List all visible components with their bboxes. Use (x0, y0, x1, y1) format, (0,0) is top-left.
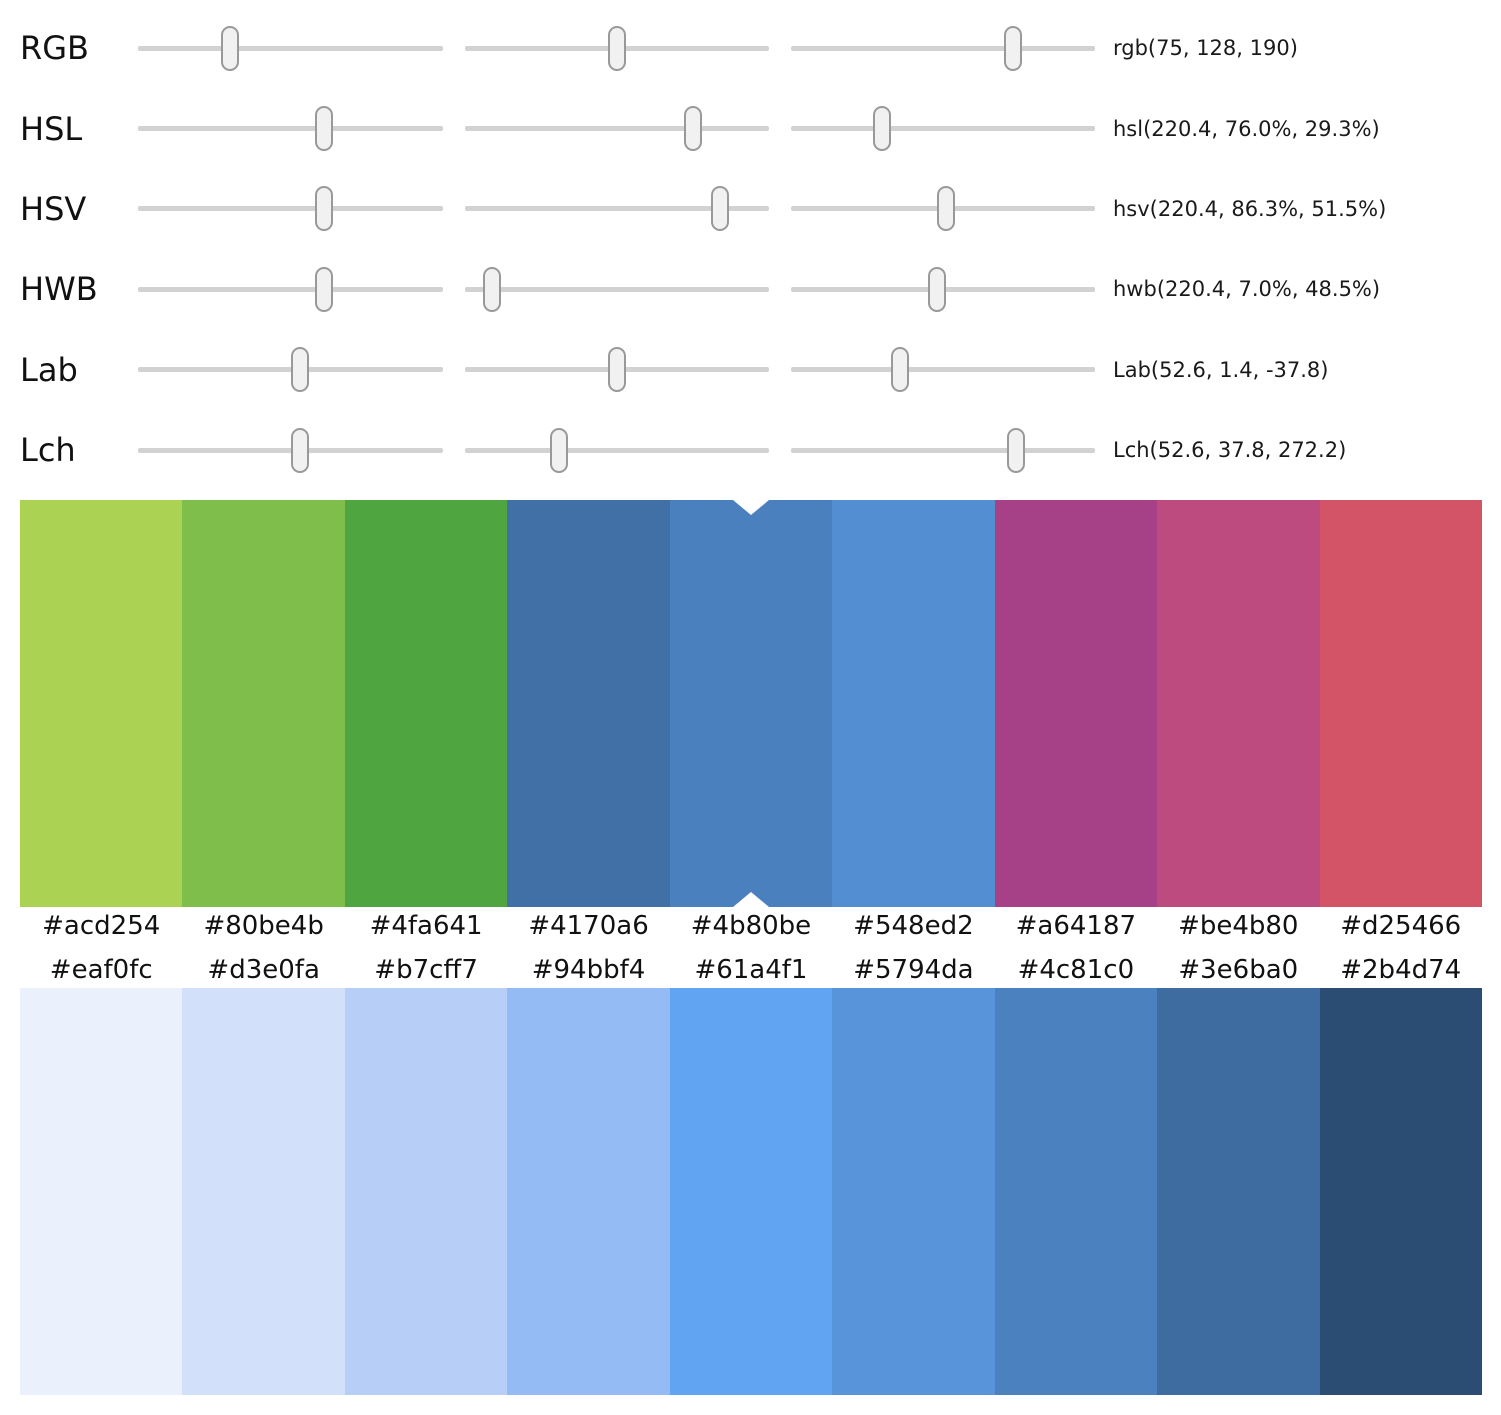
slider-thumb-channel-1[interactable] (290, 347, 309, 393)
slider-thumb-channel-3[interactable] (937, 186, 956, 232)
slider-thumb-channel-3[interactable] (873, 106, 892, 152)
hex-code-label: #94bbf4 (531, 955, 646, 985)
hex-code-label: #5794da (853, 955, 974, 985)
slider-thumb-channel-1[interactable] (315, 266, 334, 312)
hex-code-label: #4fa641 (369, 911, 483, 941)
hex-code-label: #d25466 (1340, 911, 1462, 941)
color-swatch[interactable] (994, 988, 1158, 1395)
color-value-readout: Lch(52.6, 37.8, 272.2) (1113, 438, 1347, 463)
slider-thumb-channel-1[interactable] (290, 427, 309, 473)
color-swatch[interactable] (669, 500, 833, 907)
slider-track-channel-3[interactable] (791, 186, 1095, 232)
colorspace-label: Lch (20, 431, 76, 470)
color-value-readout: Lab(52.6, 1.4, -37.8) (1113, 357, 1329, 382)
color-swatch[interactable] (1157, 988, 1320, 1395)
color-swatch[interactable] (344, 988, 508, 1395)
slider-thumb-channel-1[interactable] (315, 106, 334, 152)
slider-thumb-channel-1[interactable] (220, 25, 239, 71)
slider-thumb-channel-3[interactable] (891, 347, 910, 393)
hex-code-label: #3e6ba0 (1178, 955, 1299, 985)
color-swatch[interactable] (1319, 500, 1482, 907)
selected-swatch-caret-top-icon (732, 500, 769, 515)
slider-thumb-channel-3[interactable] (1006, 427, 1025, 473)
hex-code-label: #d3e0fa (207, 955, 320, 985)
slider-track-channel-2[interactable] (465, 186, 769, 232)
slider-track-channel-1[interactable] (138, 106, 443, 152)
slider-track-channel-3[interactable] (791, 427, 1095, 473)
selected-swatch-caret-bottom-icon (732, 892, 769, 907)
color-value-readout: hwb(220.4, 7.0%, 48.5%) (1113, 277, 1381, 302)
slider-track-channel-1[interactable] (138, 266, 443, 312)
slider-track-channel-2[interactable] (465, 25, 769, 71)
palette-bottom (20, 988, 1482, 1395)
hex-code-label: #4b80be (690, 911, 812, 941)
slider-row: HSL hsl(220.4, 76.0%, 29.3%) (0, 88, 1501, 168)
hex-code-label: #be4b80 (1178, 911, 1299, 941)
slider-track-channel-3[interactable] (791, 266, 1095, 312)
hex-code-label: #eaf0fc (49, 955, 153, 985)
hex-code-label: #acd254 (42, 911, 161, 941)
color-swatch[interactable] (832, 500, 995, 907)
slider-thumb-channel-3[interactable] (1003, 25, 1022, 71)
color-swatch[interactable] (182, 500, 345, 907)
slider-row: HWB hwb(220.4, 7.0%, 48.5%) (0, 249, 1501, 329)
slider-thumb-channel-2[interactable] (608, 25, 626, 71)
hex-code-label: #4170a6 (528, 911, 649, 941)
slider-track-channel-2[interactable] (465, 266, 769, 312)
slider-thumb-channel-2[interactable] (550, 427, 569, 473)
color-swatch[interactable] (1319, 988, 1482, 1395)
colorspace-label: HSV (20, 189, 87, 228)
slider-thumb-channel-2[interactable] (684, 106, 702, 152)
slider-row: HSV hsv(220.4, 86.3%, 51.5%) (0, 169, 1501, 249)
color-value-readout: hsv(220.4, 86.3%, 51.5%) (1113, 196, 1387, 221)
color-swatch[interactable] (507, 988, 670, 1395)
slider-track-channel-3[interactable] (791, 347, 1095, 393)
hex-labels-bottom: #eaf0fc #d3e0fa #b7cff7 #94bbf4 #61a4f1 #5794… (20, 952, 1482, 988)
hex-code-label: #61a4f1 (694, 955, 808, 985)
slider-track-channel-1[interactable] (138, 427, 443, 473)
color-swatch[interactable] (507, 500, 670, 907)
slider-thumb-channel-2[interactable] (608, 347, 626, 393)
hex-code-label: #2b4d74 (1340, 955, 1462, 985)
slider-track-channel-1[interactable] (138, 25, 443, 71)
hex-code-label: #b7cff7 (374, 955, 478, 985)
color-value-readout: hsl(220.4, 76.0%, 29.3%) (1113, 116, 1380, 141)
color-swatch[interactable] (832, 988, 995, 1395)
slider-track-channel-1[interactable] (138, 347, 443, 393)
colorspace-label: HWB (20, 270, 98, 309)
hex-code-label: #548ed2 (853, 911, 974, 941)
hex-code-label: #4c81c0 (1017, 955, 1135, 985)
colorspace-label: HSL (20, 109, 83, 148)
slider-track-channel-3[interactable] (791, 106, 1095, 152)
slider-row: RGB rgb(75, 128, 190) (0, 8, 1501, 88)
slider-track-channel-3[interactable] (791, 25, 1095, 71)
slider-thumb-channel-1[interactable] (315, 186, 334, 232)
colorspace-label: RGB (20, 29, 89, 68)
colorspace-label: Lab (20, 350, 78, 389)
color-swatch[interactable] (20, 988, 183, 1395)
hex-code-label: #a64187 (1015, 911, 1137, 941)
hex-labels-top: #acd254 #80be4b #4fa641 #4170a6 #4b80be #548e… (20, 908, 1482, 944)
color-swatch[interactable] (182, 988, 345, 1395)
color-swatch[interactable] (344, 500, 508, 907)
color-value-readout: rgb(75, 128, 190) (1113, 36, 1298, 61)
color-swatch[interactable] (994, 500, 1158, 907)
slider-row: Lch Lch(52.6, 37.8, 272.2) (0, 410, 1501, 490)
hex-code-label: #80be4b (203, 911, 324, 941)
color-swatch[interactable] (20, 500, 183, 907)
slider-track-channel-2[interactable] (465, 427, 769, 473)
slider-panel: RGB rgb(75, 128, 190) HSL hsl(220.4, 76.… (0, 8, 1501, 490)
slider-row: Lab Lab(52.6, 1.4, -37.8) (0, 330, 1501, 410)
color-swatch[interactable] (1157, 500, 1320, 907)
slider-thumb-channel-3[interactable] (927, 266, 946, 312)
slider-thumb-channel-2[interactable] (483, 266, 502, 312)
color-swatch[interactable] (669, 988, 833, 1395)
slider-track-channel-1[interactable] (138, 186, 443, 232)
slider-track-channel-2[interactable] (465, 347, 769, 393)
slider-thumb-channel-2[interactable] (711, 186, 730, 232)
palette-top (20, 500, 1482, 907)
slider-track-channel-2[interactable] (465, 106, 769, 152)
